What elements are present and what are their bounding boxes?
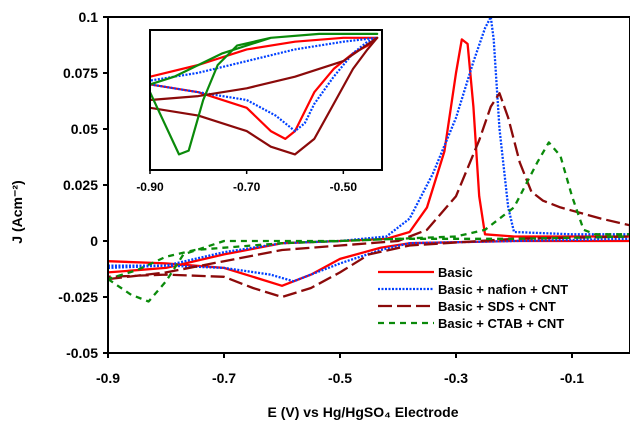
series-line-3 [107, 92, 630, 299]
y-tick-label: 0.075 [63, 65, 98, 81]
series-line-2 [107, 15, 630, 283]
inset-series-line-2 [150, 36, 379, 133]
y-tick-label: -0.05 [66, 345, 98, 361]
inset-x-tick-label: -0.50 [330, 180, 358, 194]
legend-label-2: Basic + nafion + CNT [438, 282, 568, 297]
x-tick-label: -0.3 [444, 370, 468, 386]
x-axis-label: E (V) vs Hg/HgSO₄ Electrode [267, 404, 458, 420]
y-axis-label: J (Acm⁻²) [9, 180, 25, 243]
legend-label-3: Basic + SDS + CNT [438, 299, 556, 314]
plot-frame [107, 16, 630, 354]
inset-x-tick-label: -0.90 [136, 180, 164, 194]
x-tick-label: -0.1 [560, 370, 584, 386]
legend: Basic Basic + nafion + CNT Basic + SDS + C… [378, 265, 568, 331]
y-tick-label: 0 [90, 233, 98, 249]
x-tick-label: -0.5 [328, 370, 352, 386]
series-line-4 [107, 141, 630, 303]
inset-background [150, 30, 382, 170]
legend-label-1: Basic [438, 265, 473, 280]
legend-label-4: Basic + CTAB + CNT [438, 316, 564, 331]
inset-series-line-3 [150, 36, 379, 156]
inset-series-group [150, 32, 379, 156]
x-tick-label: -0.9 [96, 370, 120, 386]
y-tick-label: 0.05 [71, 121, 98, 137]
y-tick-label: -0.025 [58, 289, 98, 305]
series-layer [107, 15, 630, 303]
inset-series-line-4 [150, 32, 379, 156]
inset-x-tick-label: -0.70 [233, 180, 261, 194]
y-tick-label: 0.025 [63, 177, 98, 193]
x-tick-label: -0.7 [212, 370, 236, 386]
y-tick-label: 0.1 [79, 9, 99, 25]
inset-frame [149, 29, 383, 171]
inset-plot: -0.90 -0.70 -0.50 [136, 29, 383, 194]
